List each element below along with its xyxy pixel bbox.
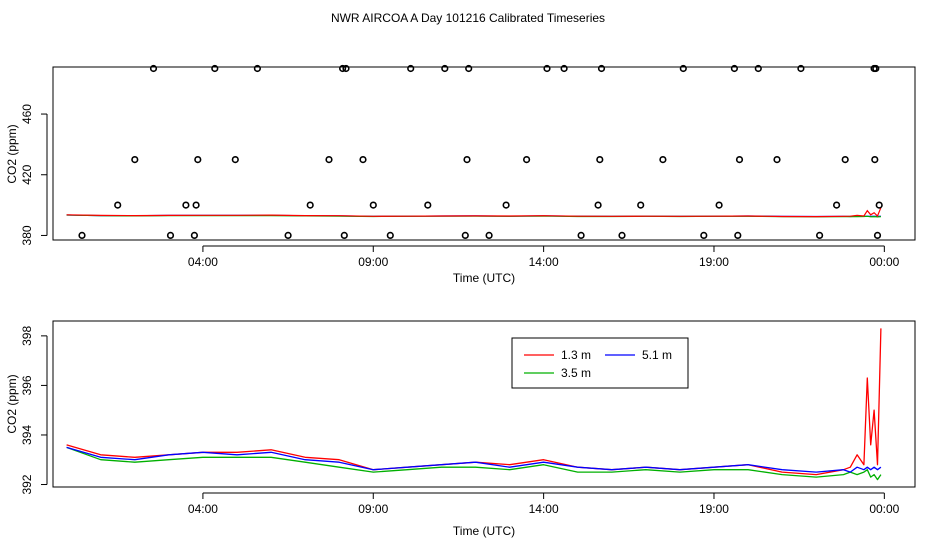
top-y-tick-label: 460: [20, 104, 34, 124]
calibration-point: [543, 64, 551, 73]
bottom-y-tick-label: 392: [20, 474, 34, 494]
bottom-x-tick-label: 04:00: [188, 502, 218, 516]
calibration-point: [637, 201, 645, 209]
calibration-point: [149, 64, 158, 73]
calibration-point: [461, 231, 469, 239]
calibration-point: [78, 231, 86, 239]
calibration-point: [463, 156, 471, 164]
calibration-point: [841, 156, 849, 164]
calibration-point: [465, 64, 473, 73]
top-x-axis: 04:00 09:00 14:00 19:00 00:00: [188, 245, 900, 269]
bottom-panel-ambient-plot: 04:00 09:00 14:00 19:00 00:00 392 394 396 398 T…: [5, 320, 916, 538]
calibration-point: [730, 64, 739, 73]
top-x-tick-label: 04:00: [188, 255, 218, 269]
calibration-point: [407, 64, 415, 73]
top-y-axis-label: CO2 (ppm): [5, 124, 19, 183]
top-series-line-1-3-m: [66, 207, 882, 218]
calibration-point: [369, 201, 377, 209]
bottom-x-tick-label: 09:00: [358, 502, 388, 516]
calibration-point: [190, 231, 198, 239]
top-series-lines: [66, 207, 882, 218]
calibration-point: [359, 156, 367, 164]
calibration-point: [231, 156, 239, 164]
calibration-point: [194, 156, 202, 164]
calibration-point: [211, 64, 219, 73]
top-x-axis-label: Time (UTC): [453, 271, 515, 285]
top-x-tick-label: 19:00: [699, 255, 729, 269]
calibration-point: [424, 201, 432, 209]
calibration-point: [253, 64, 261, 73]
bottom-y-tick-label: 394: [20, 425, 34, 445]
legend-box: [511, 337, 689, 389]
calibration-point: [522, 156, 531, 164]
bottom-x-axis-label: Time (UTC): [453, 524, 515, 538]
legend-label-1-3m: 1.3 m: [561, 348, 591, 362]
bottom-y-tick-label: 398: [20, 326, 34, 346]
calibration-point: [502, 201, 510, 209]
calibration-point: [659, 156, 667, 164]
calibration-point: [560, 64, 568, 73]
top-calibration-points: [78, 64, 883, 239]
calibration-point: [131, 156, 139, 164]
legend-label-5-1m: 5.1 m: [642, 348, 672, 362]
top-x-tick-label: 09:00: [358, 255, 388, 269]
series-line-1-3-m: [66, 328, 882, 476]
series-line-3-5-m: [66, 446, 882, 481]
calibration-point: [773, 156, 781, 164]
bottom-x-tick-label: 19:00: [699, 502, 729, 516]
calibration-point: [441, 64, 449, 73]
bottom-series-lines: [66, 328, 882, 481]
figure-title: NWR AIRCOA A Day 101216 Calibrated Times…: [331, 11, 605, 25]
calibration-point: [872, 64, 880, 73]
legend: 1.3 m 3.5 m 5.1 m: [511, 337, 689, 389]
bottom-x-tick-label: 00:00: [869, 502, 899, 516]
calibration-point: [166, 231, 175, 239]
calibration-point: [873, 231, 882, 239]
bottom-x-axis: 04:00 09:00 14:00 19:00 00:00: [188, 492, 900, 516]
calibration-point: [871, 156, 879, 164]
bottom-y-axis: 392 394 396 398: [20, 326, 48, 495]
bottom-plot-frame: [52, 320, 916, 488]
bottom-x-tick-label: 14:00: [529, 502, 559, 516]
calibration-point: [715, 201, 723, 209]
top-panel-calibration-plot: 04:00 09:00 14:00 19:00 00:00 380 420 460 Time…: [5, 64, 916, 285]
bottom-y-axis-label: CO2 (ppm): [5, 374, 19, 433]
bottom-y-tick-label: 396: [20, 375, 34, 395]
calibration-point: [700, 231, 708, 239]
calibration-point: [797, 64, 805, 73]
calibration-point: [339, 64, 347, 73]
calibration-point: [735, 156, 744, 164]
legend-label-3-5m: 3.5 m: [561, 366, 591, 380]
calibration-point: [485, 231, 493, 239]
calibration-point: [325, 156, 333, 164]
calibration-point: [577, 231, 585, 239]
calibration-point: [284, 231, 292, 239]
top-y-tick-label: 380: [20, 225, 34, 245]
top-plot-frame: [52, 66, 916, 241]
calibration-point: [596, 156, 604, 164]
calibration-point: [306, 201, 314, 209]
calibration-point: [815, 231, 824, 239]
calibration-point: [597, 64, 606, 73]
calibration-point: [754, 64, 762, 73]
calibration-point: [875, 201, 883, 209]
top-y-axis: 380 420 460: [20, 104, 48, 245]
calibration-point: [182, 201, 190, 209]
calibration-point: [386, 231, 394, 239]
calibration-point: [594, 201, 602, 209]
calibration-point: [734, 231, 742, 239]
top-x-tick-label: 00:00: [869, 255, 899, 269]
calibration-point: [342, 64, 350, 73]
top-y-tick-label: 420: [20, 164, 34, 184]
calibration-point: [114, 201, 122, 209]
calibration-point: [832, 201, 841, 209]
series-line-5-1-m: [66, 446, 882, 473]
calibration-point: [340, 231, 348, 239]
calibration-point: [679, 64, 687, 73]
calibration-point: [618, 231, 626, 239]
top-x-tick-label: 14:00: [529, 255, 559, 269]
calibration-point: [192, 201, 200, 209]
